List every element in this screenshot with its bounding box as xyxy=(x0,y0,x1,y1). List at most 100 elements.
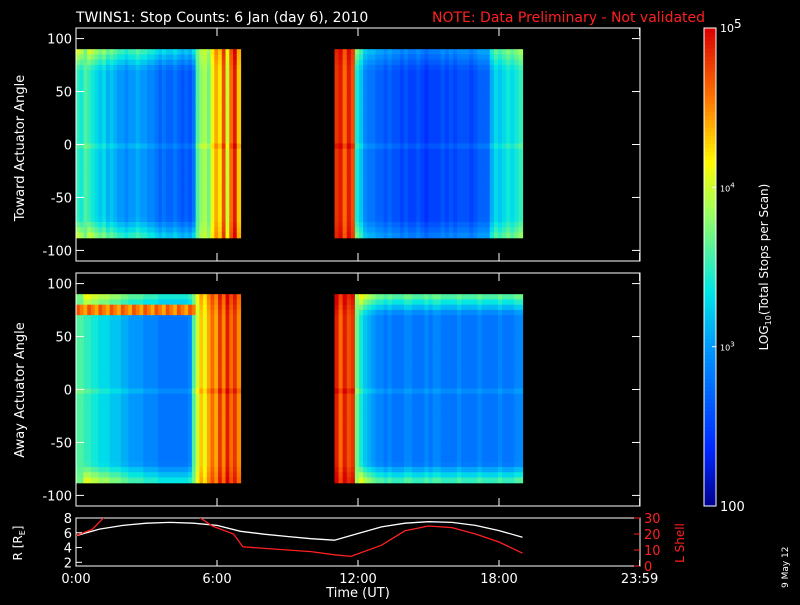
heat-cell xyxy=(199,299,204,306)
heat-cell xyxy=(165,164,171,171)
heat-cell xyxy=(128,80,133,87)
heat-cell xyxy=(359,101,364,108)
heat-cell xyxy=(154,372,159,379)
heat-cell xyxy=(105,180,111,186)
heat-cell xyxy=(132,122,137,129)
heat-cell xyxy=(176,49,182,56)
heat-cell xyxy=(184,320,189,327)
heat-cell xyxy=(94,221,100,228)
heat-cell xyxy=(338,336,344,342)
heat-cell xyxy=(461,117,466,124)
heat-cell xyxy=(173,309,178,316)
heat-cell xyxy=(124,174,129,181)
heat-cell xyxy=(83,96,88,103)
heat-cell xyxy=(233,315,238,321)
heat-cell xyxy=(105,54,111,61)
heat-cell xyxy=(502,127,507,134)
heat-cell xyxy=(424,195,430,202)
heat-cell xyxy=(461,206,466,213)
heat-cell xyxy=(98,75,103,82)
heat-cell xyxy=(203,357,208,363)
heat-cell xyxy=(113,64,118,71)
heat-cell xyxy=(383,211,389,218)
heat-cell xyxy=(98,346,103,353)
heat-cell xyxy=(199,143,204,150)
heat-cell xyxy=(481,180,487,186)
heat-cell xyxy=(109,346,114,353)
heat-cell xyxy=(87,472,92,479)
heat-cell xyxy=(120,195,126,202)
heat-cell xyxy=(477,132,483,139)
heat-cell xyxy=(180,159,186,165)
heat-cell xyxy=(518,185,524,192)
heat-cell xyxy=(502,211,507,218)
heat-cell xyxy=(203,70,208,76)
heat-cell xyxy=(506,49,511,56)
heat-cell xyxy=(210,446,215,452)
heat-cell xyxy=(412,206,417,213)
heat-cell xyxy=(502,148,507,155)
heat-cell xyxy=(338,393,344,400)
heat-cell xyxy=(105,221,111,228)
heat-cell xyxy=(161,325,167,332)
heat-cell xyxy=(113,174,118,181)
heat-cell xyxy=(338,75,344,82)
heat-cell xyxy=(188,80,193,87)
heat-cell xyxy=(98,132,103,139)
heat-cell xyxy=(346,112,352,118)
heat-cell xyxy=(465,159,470,165)
heat-cell xyxy=(154,206,159,213)
heat-cell xyxy=(113,169,118,176)
heat-cell xyxy=(173,435,178,442)
heat-cell xyxy=(453,232,458,239)
heat-cell xyxy=(199,153,204,160)
heat-cell xyxy=(221,64,227,71)
heat-cell xyxy=(143,96,148,103)
heat-cell xyxy=(132,211,137,218)
heat-cell xyxy=(346,227,352,234)
heat-cell xyxy=(363,54,368,61)
heat-cell xyxy=(338,80,344,87)
heat-cell xyxy=(191,341,197,348)
heat-cell xyxy=(124,446,129,452)
heat-cell xyxy=(184,64,189,71)
heat-cell xyxy=(188,414,193,421)
heat-cell xyxy=(195,409,200,416)
heat-cell xyxy=(180,221,186,228)
heat-cell xyxy=(147,59,152,66)
heat-cell xyxy=(105,398,111,405)
heat-cell xyxy=(440,127,446,134)
heat-cell xyxy=(132,106,137,113)
heat-cell xyxy=(109,351,114,358)
heat-cell xyxy=(195,404,200,410)
heat-cell xyxy=(124,320,129,327)
heat-cell xyxy=(76,211,81,218)
heat-cell xyxy=(218,456,223,463)
heat-cell xyxy=(113,451,118,458)
heat-cell xyxy=(375,54,381,61)
heat-cell xyxy=(408,216,413,223)
heat-cell xyxy=(135,325,141,332)
heat-cell xyxy=(436,227,442,234)
heat-cell xyxy=(79,315,85,321)
heat-cell xyxy=(135,294,141,301)
heat-cell xyxy=(371,185,376,192)
heat-cell xyxy=(233,336,238,342)
heat-cell xyxy=(147,388,152,395)
heat-cell xyxy=(79,477,85,484)
heat-cell xyxy=(180,414,186,421)
heat-cell xyxy=(432,211,438,218)
heat-cell xyxy=(83,127,88,134)
heat-cell xyxy=(379,159,385,165)
heat-cell xyxy=(399,164,405,171)
heat-cell xyxy=(161,169,167,176)
heat-cell xyxy=(214,336,219,342)
heat-cell xyxy=(399,96,405,103)
heat-cell xyxy=(195,425,200,431)
heat-cell xyxy=(124,195,129,202)
heat-cell xyxy=(420,85,426,92)
heat-cell xyxy=(481,195,487,202)
heat-cell xyxy=(379,117,385,124)
heat-cell xyxy=(90,96,96,103)
heat-cell xyxy=(416,148,421,155)
